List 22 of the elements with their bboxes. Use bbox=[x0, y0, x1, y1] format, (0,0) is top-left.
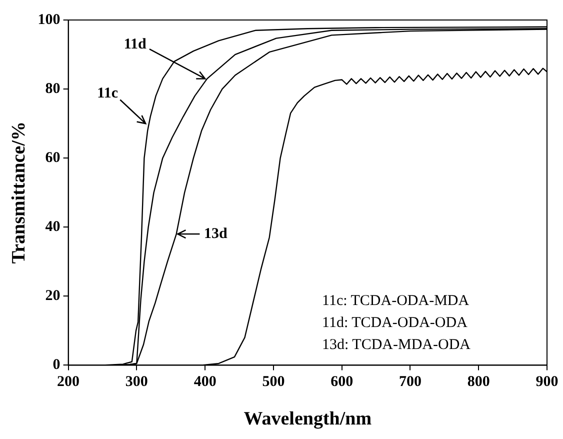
annotation: 11c bbox=[97, 85, 118, 102]
y-tick-label: 0 bbox=[52, 357, 60, 374]
y-axis-title: Transmittance/% bbox=[8, 122, 30, 264]
x-tick-label: 500 bbox=[262, 374, 285, 390]
x-tick-label: 300 bbox=[125, 374, 148, 390]
y-tick-label: 60 bbox=[45, 150, 60, 166]
x-tick-label: 800 bbox=[467, 374, 490, 390]
y-tick-label: 100 bbox=[38, 12, 60, 28]
annotation: 11d: TCDA-ODA-ODA bbox=[322, 315, 468, 332]
x-tick-label: 200 bbox=[57, 374, 80, 390]
x-tick-label: 600 bbox=[330, 374, 354, 390]
annotation: 13d bbox=[204, 226, 228, 242]
y-tick-label: 80 bbox=[45, 80, 60, 97]
y-tick-label: 20 bbox=[45, 288, 60, 304]
annotation: 11c: TCDA-ODA-MDA bbox=[322, 293, 470, 310]
x-axis-title: Wavelength/nm bbox=[244, 408, 372, 430]
annotation: 13d: TCDA-MDA-ODA bbox=[322, 337, 471, 354]
x-tick-label: 700 bbox=[398, 374, 422, 390]
x-tick-label: 900 bbox=[536, 374, 558, 390]
x-tick-label: 400 bbox=[194, 374, 216, 390]
y-tick-label: 40 bbox=[45, 218, 60, 235]
annotation: 11d bbox=[124, 36, 147, 53]
